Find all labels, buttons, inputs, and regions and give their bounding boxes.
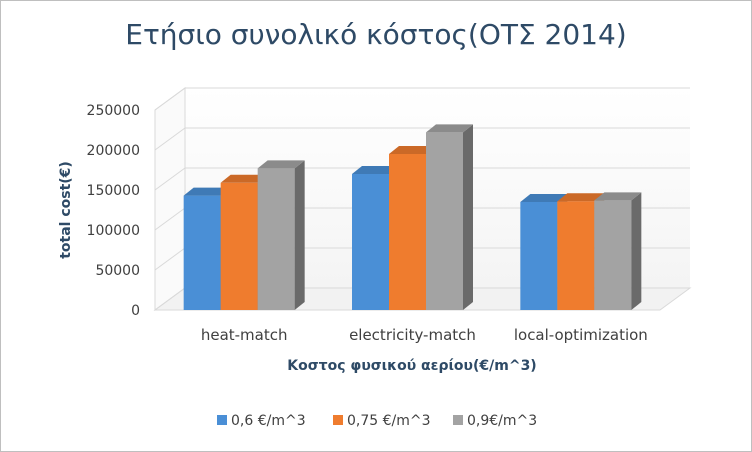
side-wall <box>154 87 186 311</box>
y-tick-label: 250000 <box>87 103 140 119</box>
y-tick-label: 200000 <box>87 143 140 159</box>
legend-swatch <box>217 415 227 425</box>
x-axis-label: Κοστος φυσικού αερίου(€/m^3) <box>287 358 536 374</box>
y-tick-label: 150000 <box>87 183 140 199</box>
legend-label: 0,6 €/m^3 <box>231 413 306 429</box>
legend: 0,6 €/m^3 0,75 €/m^3 0,9€/m^3 <box>217 413 537 429</box>
y-tick-label: 50000 <box>95 263 140 279</box>
bar <box>426 124 473 311</box>
x-tick-label: electricity-match <box>349 326 476 344</box>
legend-item: 0,75 €/m^3 <box>333 413 431 429</box>
gridline <box>154 87 690 111</box>
legend-swatch <box>333 415 343 425</box>
bar <box>220 174 268 310</box>
bar <box>594 192 642 310</box>
y-tick-label: 0 <box>131 303 140 319</box>
x-tick-label: heat-match <box>201 326 288 344</box>
y-tick-label: 100000 <box>87 223 140 239</box>
legend-label: 0,75 €/m^3 <box>347 413 431 429</box>
legend-item: 0,6 €/m^3 <box>217 413 306 429</box>
bar <box>257 160 305 310</box>
gridline <box>154 167 690 191</box>
gridline <box>154 127 690 151</box>
legend-label: 0,9€/m^3 <box>467 413 537 429</box>
legend-item: 0,9€/m^3 <box>453 413 537 429</box>
x-tick-label: local-optimization <box>514 326 648 344</box>
y-axis-label: total cost(€) <box>58 161 74 259</box>
legend-swatch <box>453 415 463 425</box>
chart-title: Ετήσιο συνολικό κόστος(ΟΤΣ 2014) <box>125 18 627 51</box>
